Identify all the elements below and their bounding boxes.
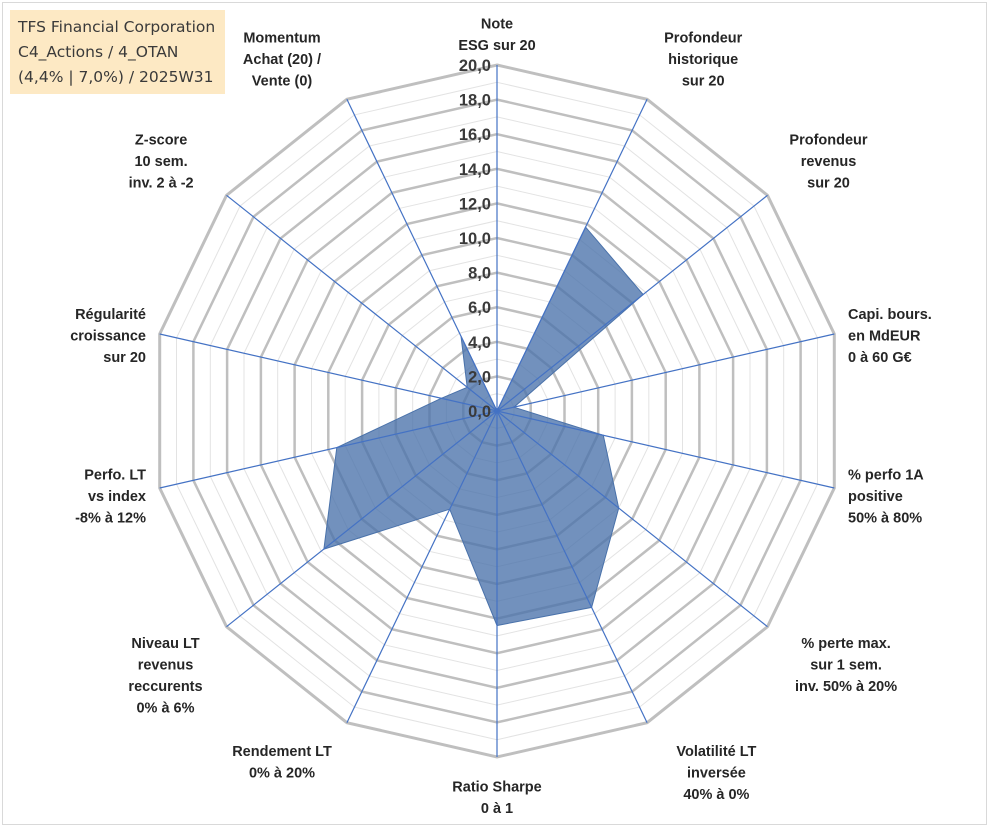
axis-label-line: Achat (20) / [243,52,321,68]
axis-label: Régularité croissance sur 20 [70,307,146,366]
axis-label-line: 40% à 0% [683,787,749,803]
tick-labels: 0,0 2,0 4,0 6,0 8,0 10,0 12,0 14,0 16,0 18,0 20,0 [459,57,491,421]
axis-line [346,99,498,412]
axis-label-line: revenus [138,658,194,674]
axis-label-line: reccurents [128,679,202,695]
axis-label-line: Capi. bours. [848,307,932,323]
axis-label-line: croissance [70,329,146,345]
axis-label-line: sur 20 [682,74,725,90]
axis-label-line: 0% à 20% [249,765,315,781]
axis-line [496,410,835,489]
axis-label-line: Ratio Sharpe [452,780,541,796]
axis-label: Rendement LT 0% à 20% [232,744,332,782]
axis-line [496,410,648,723]
axis-label-line: ESG sur 20 [458,38,535,54]
axis-label-line: Momentum [243,31,320,47]
axis-line [226,410,498,628]
axis-label-line: Vente (0) [252,74,313,90]
title-line-company: TFS Financial Corporation [18,18,216,36]
axis-label-line: Note [481,17,513,33]
axis-label-line: en MdEUR [848,329,921,345]
axis-labels: Note ESG sur 20 Profondeur historique sur 20… [70,17,932,818]
axis-label-line: sur 20 [103,350,146,366]
tick-label: 10,0 [459,230,491,248]
axis-label: Perfo. LT vs index -8% à 12% [75,467,146,526]
axis-label: Capi. bours. en MdEUR 0 à 60 G€ [848,307,932,366]
tick-label: 6,0 [468,299,491,317]
axis-label-line: positive [848,489,903,505]
axis-label-line: sur 1 sem. [810,658,882,674]
title-line-category: C4_Actions / 4_OTAN [18,43,179,61]
axis-label-line: inversée [687,765,746,781]
axis-label: Profondeur revenus sur 20 [789,133,867,192]
axis-label: Niveau LT revenus reccurents 0% à 6% [128,636,202,717]
axis-label-line: inv. 2 à -2 [129,176,194,192]
axis-label-line: 50% à 80% [848,510,922,526]
axis-label-line: Rendement LT [232,744,332,760]
tick-label: 0,0 [468,403,491,421]
axis-label-line: Niveau LT [131,636,199,652]
chart-title-box: TFS Financial Corporation C4_Actions / 4… [10,10,225,94]
axis-line [496,333,835,412]
axis-line [226,194,498,412]
axis-line [159,410,498,489]
tick-label: 20,0 [459,57,491,75]
axis-line [159,333,498,412]
axis-label-line: revenus [801,154,857,170]
axis-label-line: inv. 50% à 20% [795,679,897,695]
axis-label: Profondeur historique sur 20 [664,31,742,90]
tick-label: 16,0 [459,126,491,144]
axis-label-line: historique [668,52,738,68]
tick-label: 4,0 [468,334,491,352]
axis-label-line: sur 20 [807,176,850,192]
axis-label: Z-score 10 sem. inv. 2 à -2 [129,133,194,192]
axis-label: Note ESG sur 20 [458,17,535,55]
axis-line [346,410,498,723]
axis-label-line: % perte max. [801,636,890,652]
axis-label: Momentum Achat (20) / Vente (0) [243,31,321,90]
axis-line [496,99,648,412]
data-series [323,226,644,627]
title-line-period: (4,4% | 7,0%) / 2025W31 [18,68,214,86]
axis-label-line: Z-score [135,133,187,149]
axis-line [496,194,768,412]
axis-label-line: Profondeur [789,133,867,149]
axis-label-line: % perfo 1A [848,467,924,483]
axis-label-line: 10 sem. [134,154,187,170]
axis-label-line: Régularité [75,307,146,323]
axis-label-line: Volatilité LT [676,744,756,760]
axis-label: Ratio Sharpe 0 à 1 [452,780,541,818]
axis-label-line: -8% à 12% [75,510,146,526]
tick-label: 2,0 [468,368,491,386]
tick-label: 8,0 [468,265,491,283]
axis-label-line: 0% à 6% [136,701,194,717]
axis-label: Volatilité LT inversée 40% à 0% [676,744,756,803]
axis-label-line: 0 à 60 G€ [848,350,912,366]
axis-lines [159,65,835,757]
tick-label: 12,0 [459,195,491,213]
axis-label-line: 0 à 1 [481,801,513,817]
axis-label: % perfo 1A positive 50% à 80% [848,467,924,526]
axis-label-line: vs index [88,489,146,505]
axis-label-line: Perfo. LT [84,467,146,483]
series-area-0 [323,226,644,627]
tick-label: 14,0 [459,161,491,179]
axis-label-line: Profondeur [664,31,742,47]
axis-label: % perte max. sur 1 sem. inv. 50% à 20% [795,636,897,695]
axis-line [496,410,768,628]
tick-label: 18,0 [459,92,491,110]
